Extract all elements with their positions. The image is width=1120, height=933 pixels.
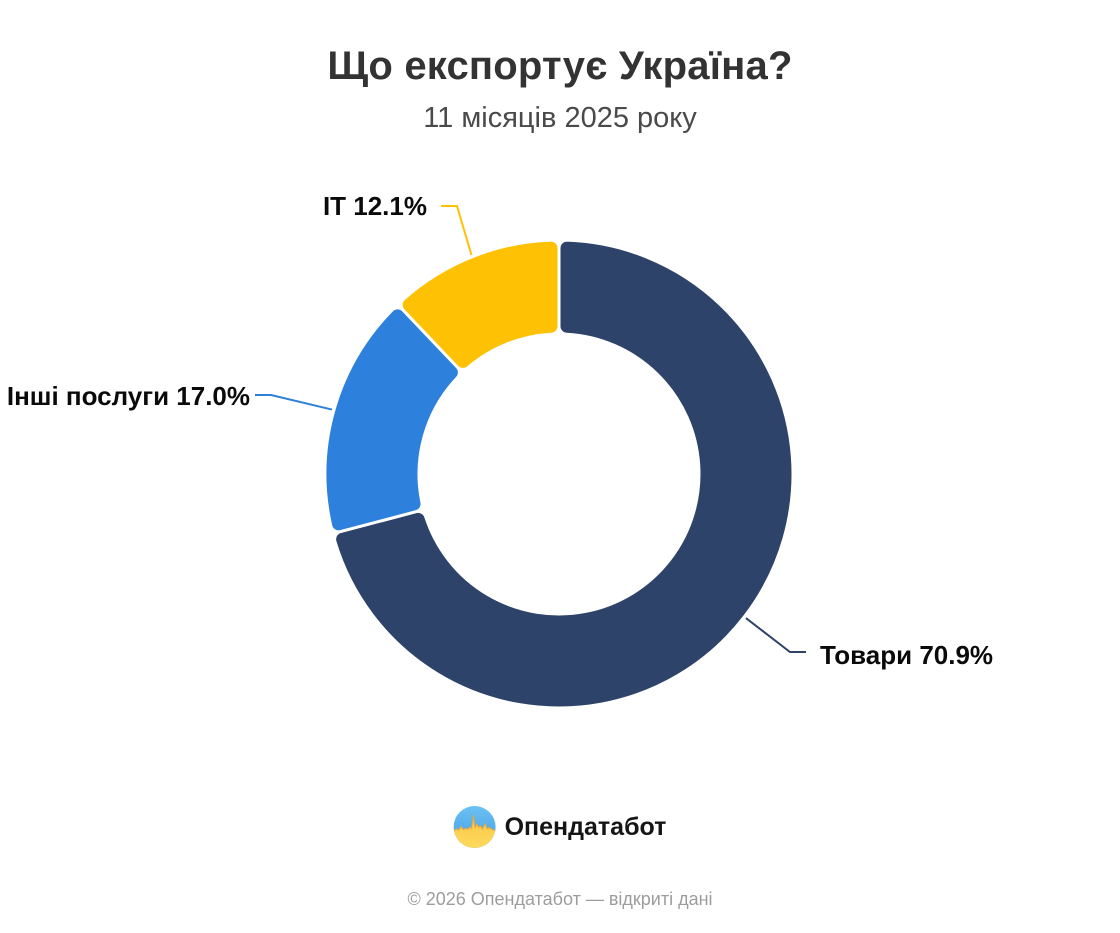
opendatabot-logo-icon [453,806,496,848]
chart-subtitle: 11 місяців 2025 року [423,102,697,134]
donut-slice-other-services[interactable] [323,306,461,534]
slice-label-goods: Товари 70.9% [820,640,994,670]
slice-label-it: IT 12.1% [322,191,427,221]
brand-lockup: Опендатабот [453,806,667,848]
leader-line-goods [745,617,806,653]
donut-slice-it[interactable] [399,238,561,371]
brand-name: Опендатабот [504,812,667,841]
copyright-text: © 2026 Опендатабот — відкриті дані [407,889,713,909]
slice-label-other-services: Інші послуги 17.0% [6,381,250,411]
leader-line-other-services [255,394,333,411]
chart-title: Що експортує Україна? [327,44,793,88]
leader-line-it [441,205,473,256]
